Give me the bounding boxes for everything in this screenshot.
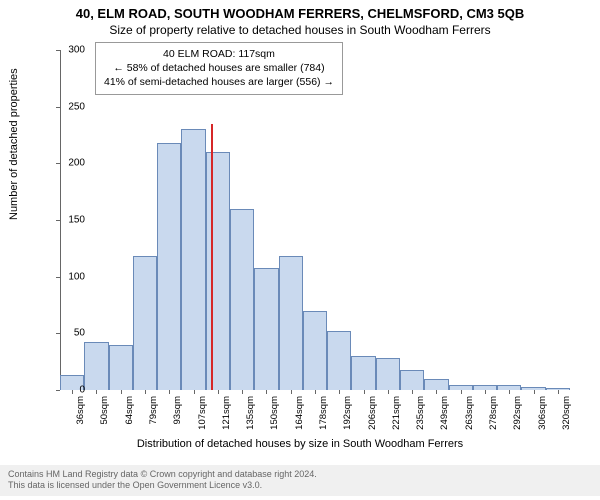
x-tick-mark [266, 390, 267, 394]
x-tick-label: 306sqm [537, 396, 548, 430]
histogram-bar [181, 129, 205, 390]
histogram-bar [424, 379, 448, 390]
footer-line-1: Contains HM Land Registry data © Crown c… [8, 469, 592, 481]
histogram-bar [279, 256, 303, 390]
x-tick-mark [315, 390, 316, 394]
histogram-chart [60, 50, 570, 390]
x-tick-mark [485, 390, 486, 394]
x-tick-mark [218, 390, 219, 394]
histogram-bar [254, 268, 278, 390]
x-tick-label: 192sqm [342, 396, 353, 430]
x-tick-label: 93sqm [172, 396, 183, 425]
x-tick-label: 79sqm [148, 396, 159, 425]
x-tick-mark [388, 390, 389, 394]
histogram-bar [157, 143, 181, 390]
x-tick-mark [558, 390, 559, 394]
property-marker-line [211, 124, 213, 390]
x-tick-label: 107sqm [197, 396, 208, 430]
x-tick-label: 320sqm [561, 396, 572, 430]
x-tick-mark [194, 390, 195, 394]
histogram-bar [351, 356, 375, 390]
x-tick-label: 221sqm [391, 396, 402, 430]
x-tick-mark [364, 390, 365, 394]
x-tick-label: 178sqm [318, 396, 329, 430]
callout-line-1: 40 ELM ROAD: 117sqm [104, 47, 334, 61]
x-tick-mark [461, 390, 462, 394]
x-tick-mark [242, 390, 243, 394]
x-tick-label: 50sqm [99, 396, 110, 425]
y-tick-mark [56, 220, 60, 221]
x-tick-mark [436, 390, 437, 394]
x-tick-label: 36sqm [75, 396, 86, 425]
y-tick-mark [56, 107, 60, 108]
histogram-bar [230, 209, 254, 390]
y-tick-mark [56, 50, 60, 51]
x-tick-label: 64sqm [124, 396, 135, 425]
x-tick-mark [96, 390, 97, 394]
x-tick-mark [339, 390, 340, 394]
x-tick-label: 292sqm [512, 396, 523, 430]
page-subtitle: Size of property relative to detached ho… [0, 21, 600, 37]
x-tick-mark [534, 390, 535, 394]
footer-attribution: Contains HM Land Registry data © Crown c… [0, 465, 600, 496]
x-tick-label: 164sqm [294, 396, 305, 430]
histogram-bar [133, 256, 157, 390]
y-tick-mark [56, 277, 60, 278]
x-tick-label: 263sqm [464, 396, 475, 430]
x-tick-label: 121sqm [221, 396, 232, 430]
x-tick-label: 150sqm [269, 396, 280, 430]
x-tick-mark [169, 390, 170, 394]
y-tick-mark [56, 333, 60, 334]
x-tick-mark [291, 390, 292, 394]
x-axis-label: Distribution of detached houses by size … [0, 438, 600, 450]
histogram-bar [303, 311, 327, 390]
x-tick-label: 135sqm [245, 396, 256, 430]
histogram-bar [327, 331, 351, 390]
histogram-bar [376, 358, 400, 390]
x-tick-label: 235sqm [415, 396, 426, 430]
histogram-bar [109, 345, 133, 390]
x-tick-label: 249sqm [439, 396, 450, 430]
histogram-bar [400, 370, 424, 390]
y-axis-label: Number of detached properties [8, 68, 20, 220]
page-title: 40, ELM ROAD, SOUTH WOODHAM FERRERS, CHE… [0, 0, 600, 21]
x-tick-mark [121, 390, 122, 394]
x-tick-mark [72, 390, 73, 394]
footer-line-2: This data is licensed under the Open Gov… [8, 480, 592, 492]
y-tick-mark [56, 163, 60, 164]
y-tick-mark [56, 390, 60, 391]
callout-line-3: 41% of semi-detached houses are larger (… [104, 75, 334, 89]
callout-line-2: ← 58% of detached houses are smaller (78… [104, 61, 334, 75]
x-tick-mark [412, 390, 413, 394]
x-tick-mark [509, 390, 510, 394]
x-tick-label: 278sqm [488, 396, 499, 430]
callout-box: 40 ELM ROAD: 117sqm ← 58% of detached ho… [95, 42, 343, 95]
x-tick-label: 206sqm [367, 396, 378, 430]
x-tick-mark [145, 390, 146, 394]
histogram-bar [84, 342, 108, 390]
histogram-bar [206, 152, 230, 390]
